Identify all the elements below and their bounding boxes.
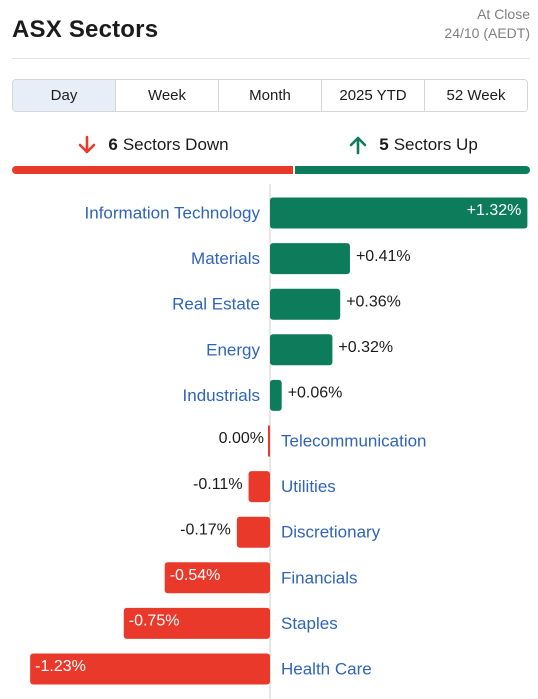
value-label: -0.11% [193,476,243,493]
tab-52-week[interactable]: 52 Week [424,80,527,111]
arrow-up-icon [349,136,367,155]
sector-bar-chart: +1.32% Information Technology +0.41% Materi… [30,184,528,699]
sectors-down-summary: 6 Sectors Down [12,130,293,160]
market-status: At Close 24/10 (AEDT) [444,5,530,43]
sector-label: Industrials [183,386,260,405]
sectors-down-bar [12,166,293,174]
value-label: -0.75% [129,613,180,630]
sectors-up-count: 5 [379,135,389,154]
sector-label: Utilities [281,477,336,496]
sectors-up-bar [295,166,530,174]
value-label: +1.32% [467,202,522,219]
sectors-down-count: 6 [108,135,118,154]
page-title: ASX Sectors [12,16,159,43]
sector-label: Health Care [281,659,372,678]
tab-ytd[interactable]: 2025 YTD [321,80,424,111]
market-status-label: At Close [477,6,530,22]
arrow-down-icon [79,135,96,154]
sector-label: Materials [191,249,260,268]
bar [270,197,528,229]
sector-label: Discretionary [281,523,381,542]
sector-label: Real Estate [172,295,260,314]
sectors-up-label: Sectors Up [393,135,478,154]
sector-label: Energy [206,340,260,359]
tab-week[interactable]: Week [115,80,218,111]
period-tabs: Day Week Month 2025 YTD 52 Week [12,79,528,112]
sector-label: Information Technology [85,203,261,222]
value-label: -0.17% [180,521,231,538]
sectors-up-summary: 5 Sectors Up [295,130,530,160]
sector-label: Staples [281,614,338,633]
value-label: -0.54% [170,567,221,584]
bar [270,243,350,275]
sector-label: Financials [281,568,358,587]
value-label: +0.06% [288,385,343,402]
market-status-time: 24/10 (AEDT) [444,25,530,41]
header-divider [12,58,530,59]
bar [30,653,271,685]
value-label: +0.41% [356,248,411,265]
bar [164,562,270,594]
bar [270,288,341,320]
bar [236,516,270,548]
tab-month[interactable]: Month [218,80,321,111]
value-label: 0.00% [219,430,264,447]
value-label: +0.32% [338,339,393,356]
tab-day[interactable]: Day [13,80,115,111]
bar [270,379,282,411]
bar [270,334,333,366]
value-label: +0.36% [346,293,401,310]
sectors-down-label: Sectors Down [122,135,229,154]
bar [268,425,270,457]
value-label: -1.23% [35,658,86,675]
bar [123,607,270,639]
sector-label: Telecommunication [281,431,427,450]
bar [248,471,270,503]
